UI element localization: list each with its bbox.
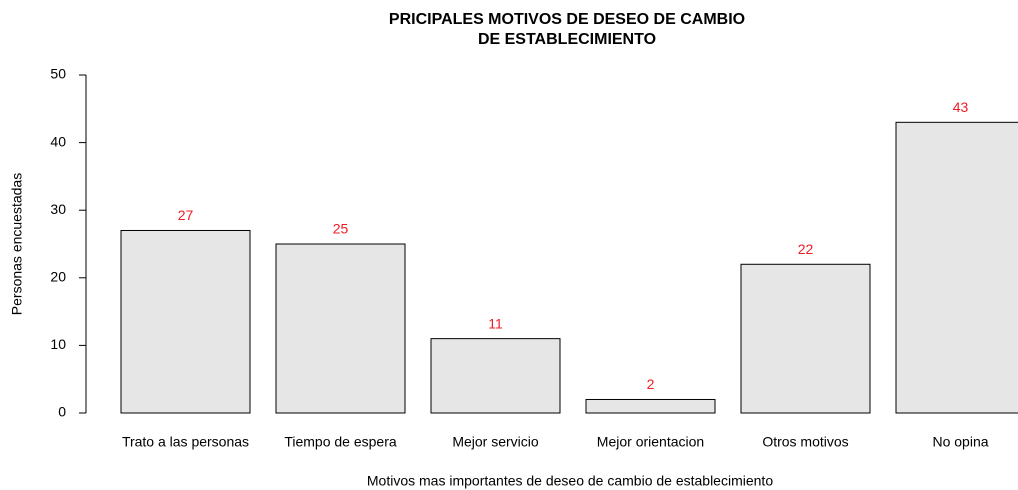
value-label: 25 bbox=[333, 221, 349, 237]
x-tick-label: Mejor servicio bbox=[452, 434, 539, 450]
y-tick-label: 10 bbox=[50, 336, 66, 352]
x-tick-label: Otros motivos bbox=[762, 434, 848, 450]
bar bbox=[740, 263, 871, 414]
x-tick-label: No opina bbox=[932, 434, 988, 450]
y-tick-label: 40 bbox=[50, 133, 66, 149]
y-tick-label: 0 bbox=[58, 404, 66, 420]
value-label: 2 bbox=[647, 376, 655, 392]
bar bbox=[430, 338, 561, 414]
bar bbox=[275, 243, 406, 414]
value-label: 27 bbox=[178, 207, 194, 223]
y-tick-label: 50 bbox=[50, 66, 66, 82]
y-tick-label: 20 bbox=[50, 269, 66, 285]
x-tick-label: Mejor orientacion bbox=[597, 434, 704, 450]
chart-title: DE ESTABLECIMIENTO bbox=[478, 31, 656, 48]
y-tick-label: 30 bbox=[50, 201, 66, 217]
bar bbox=[120, 229, 251, 414]
bar bbox=[585, 398, 716, 414]
x-axis-label: Motivos mas importantes de deseo de camb… bbox=[367, 473, 773, 489]
value-label: 22 bbox=[798, 241, 814, 257]
bar bbox=[895, 121, 1018, 414]
value-label: 11 bbox=[488, 315, 503, 331]
chart-title: PRICIPALES MOTIVOS DE DESEO DE CAMBIO bbox=[389, 11, 745, 28]
value-label: 43 bbox=[953, 99, 969, 115]
x-tick-label: Trato a las personas bbox=[122, 434, 249, 450]
y-axis-label: Personas encuestadas bbox=[9, 173, 25, 315]
x-tick-label: Tiempo de espera bbox=[284, 434, 397, 450]
